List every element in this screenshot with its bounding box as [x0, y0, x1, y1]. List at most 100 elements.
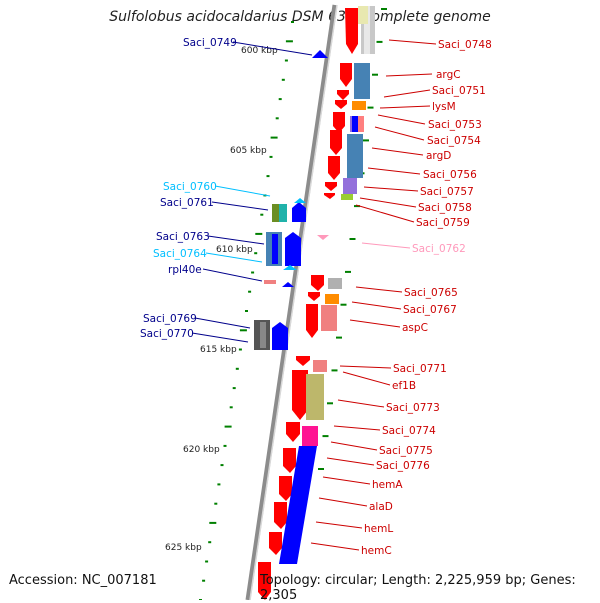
gene-label[interactable]: Saci_0761	[160, 197, 214, 209]
gene-arrow[interactable]	[325, 182, 337, 191]
gene-arrow[interactable]	[337, 90, 349, 100]
scale-tick	[202, 579, 206, 582]
scale-tick	[278, 98, 282, 101]
scale-tick	[285, 40, 293, 43]
gene-label[interactable]: argC	[436, 69, 461, 81]
scale-tick	[224, 425, 232, 428]
scale-tick	[260, 213, 264, 216]
scale-tick	[255, 232, 263, 235]
gene-label[interactable]: Saci_0767	[403, 304, 457, 316]
scale-tick	[349, 238, 356, 240]
scale-tick	[291, 21, 294, 23]
feature-boxes	[279, 6, 375, 564]
gene-arrow[interactable]	[312, 50, 328, 58]
gene-label[interactable]: Saci_0776	[376, 460, 430, 472]
gene-label[interactable]: aspC	[402, 322, 428, 334]
gene-arrow[interactable]	[311, 275, 324, 291]
scale-tick	[248, 290, 252, 293]
gene-arrow[interactable]	[285, 232, 301, 266]
gene-label[interactable]: Saci_0756	[423, 169, 477, 181]
scale-tick	[238, 348, 242, 351]
scale-tick	[205, 560, 209, 563]
gene-arrow[interactable]	[282, 282, 294, 287]
gene-arrow[interactable]	[330, 130, 342, 155]
gene-arrow[interactable]	[333, 112, 345, 133]
gene-arrow[interactable]	[306, 304, 318, 338]
scale-tick	[275, 117, 279, 120]
gene-label[interactable]: Saci_0765	[404, 287, 458, 299]
gene-label[interactable]: Saci_0748	[438, 39, 492, 51]
gene-label[interactable]: lysM	[432, 101, 456, 113]
gene-arrow[interactable]	[258, 562, 271, 600]
gene-label[interactable]: Saci_0769	[143, 313, 197, 325]
gene-label[interactable]: hemC	[361, 545, 392, 557]
scale-tick	[245, 310, 248, 312]
gene-label[interactable]: alaD	[369, 501, 393, 513]
scale-tick	[322, 435, 329, 438]
gene-label[interactable]: Saci_0754	[427, 135, 481, 147]
gene-arrow[interactable]	[283, 448, 296, 473]
gene-label[interactable]: hemL	[364, 523, 393, 535]
scale-tick	[327, 402, 333, 405]
gene-arrow[interactable]	[286, 422, 300, 442]
gene-label[interactable]: Saci_0773	[386, 402, 440, 414]
gene-label[interactable]: Saci_0760	[163, 181, 217, 193]
gene-arrow[interactable]	[272, 322, 288, 350]
forward-gene-track	[258, 8, 358, 600]
gene-label[interactable]: Saci_0759	[416, 217, 470, 229]
gene-arrow[interactable]	[279, 476, 292, 501]
gene-arrow[interactable]	[274, 502, 287, 529]
scale-tick	[381, 8, 387, 10]
scale-tick	[269, 155, 273, 158]
gene-label[interactable]: Saci_0762	[412, 243, 466, 255]
gene-arrow[interactable]	[335, 100, 347, 109]
gene-label[interactable]: argD	[426, 150, 451, 162]
left-gene-labels: Saci_0749 Saci_0760 Saci_0761 Saci_0763 …	[140, 37, 237, 340]
gene-label[interactable]: Saci_0753	[428, 119, 482, 131]
scale-label: 625 kbp	[165, 543, 202, 553]
gene-label[interactable]: Saci_0757	[420, 186, 474, 198]
gene-label[interactable]: Saci_0775	[379, 445, 433, 457]
gene-label[interactable]: Saci_0758	[418, 202, 472, 214]
gene-arrow[interactable]	[345, 8, 358, 54]
scale-tick	[266, 175, 270, 178]
genome-title: Sulfolobus acidocaldarius DSM 639, compl…	[109, 9, 491, 25]
gene-arrow[interactable]	[292, 370, 308, 420]
gene-label[interactable]: Saci_0751	[432, 85, 486, 97]
scale-tick	[235, 367, 239, 370]
gene-arrow[interactable]	[292, 202, 306, 222]
scale-label: 615 kbp	[200, 345, 237, 355]
gene-label[interactable]: Saci_0770	[140, 328, 194, 340]
scale-tick	[239, 329, 247, 332]
scale-tick	[214, 502, 218, 505]
gene-arrow[interactable]	[324, 193, 335, 199]
scale-tick	[209, 521, 217, 524]
scale-tick	[220, 464, 224, 467]
gene-label[interactable]: hemA	[372, 479, 403, 491]
gene-arrow[interactable]	[296, 356, 310, 366]
scale-tick	[223, 444, 227, 447]
gene-label[interactable]: Saci_0763	[156, 231, 210, 243]
reverse-gene-track	[254, 50, 329, 350]
scale-tick	[284, 59, 288, 62]
gene-label[interactable]: Saci_0749	[183, 37, 237, 49]
gene-arrow[interactable]	[269, 532, 282, 555]
gene-arrow[interactable]	[340, 63, 352, 87]
gene-label[interactable]: Saci_0764	[153, 248, 207, 260]
gene-arrow[interactable]	[328, 156, 340, 180]
scale-tick	[372, 73, 378, 76]
gene-label[interactable]: ef1B	[392, 380, 416, 392]
gene-label[interactable]: rpl40e	[168, 264, 202, 276]
scale-tick	[229, 406, 233, 409]
scale-tick	[270, 136, 278, 139]
scale-label: 610 kbp	[216, 245, 253, 255]
genome-backbone	[245, 4, 338, 600]
gene-label[interactable]: Saci_0771	[393, 363, 447, 375]
scale-label: 620 kbp	[183, 445, 220, 455]
gene-label[interactable]: Saci_0774	[382, 425, 436, 437]
scale-tick	[217, 483, 221, 486]
scale-tick	[340, 303, 347, 306]
gene-arrow[interactable]	[308, 292, 320, 301]
scale-label: 600 kbp	[241, 46, 278, 56]
